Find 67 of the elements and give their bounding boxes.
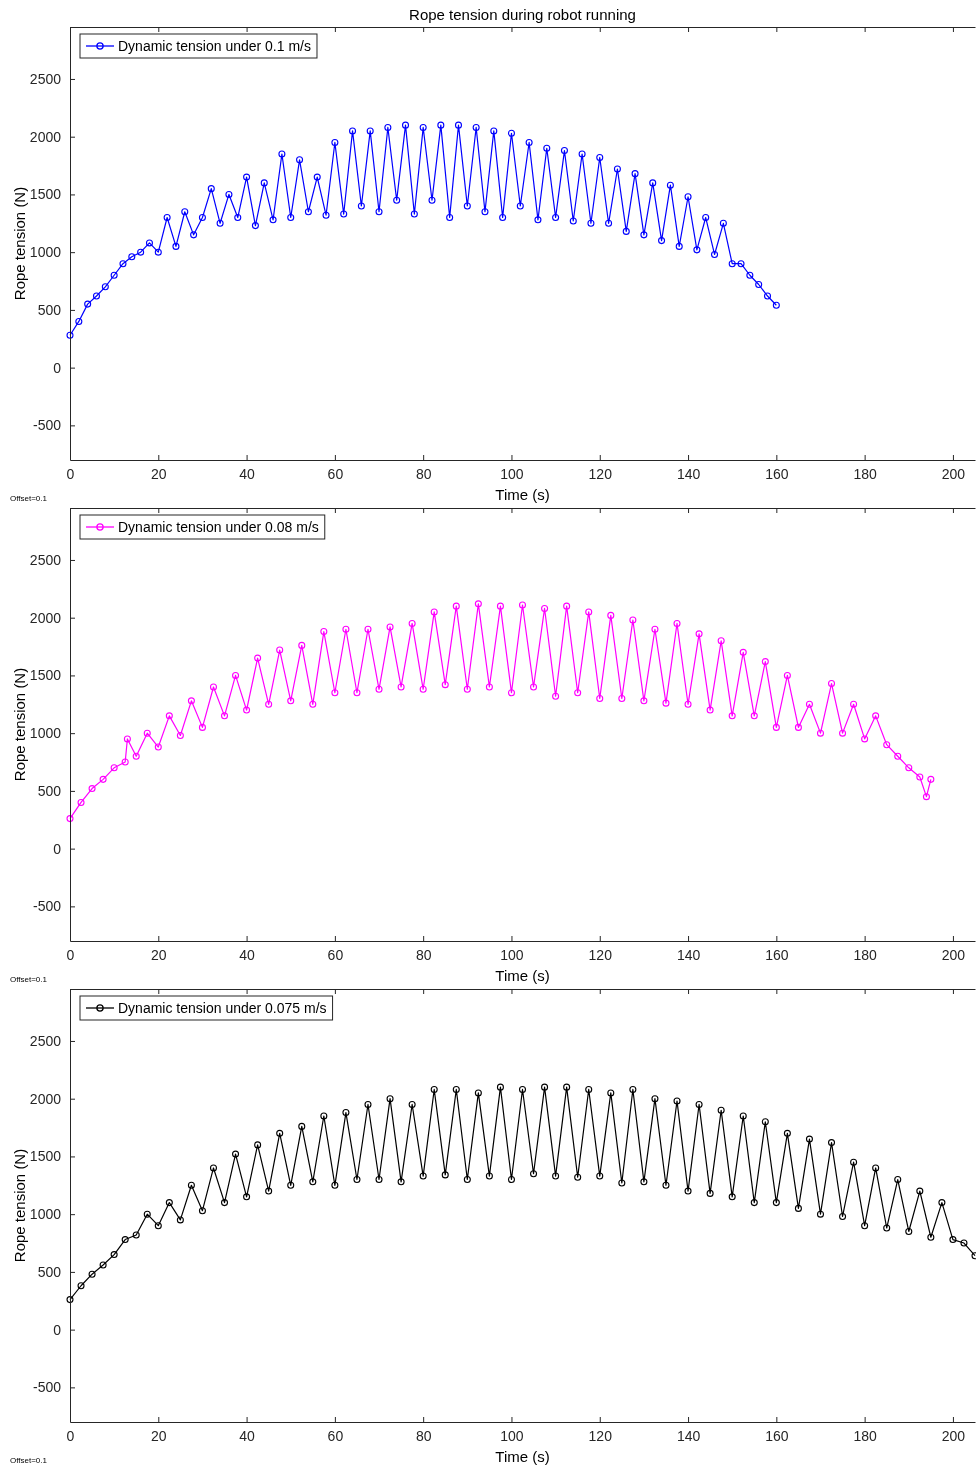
x-axis-title: Time (s): [495, 486, 550, 503]
x-tick-label: 160: [765, 465, 789, 482]
y-tick-label: -500: [32, 417, 62, 434]
x-tick-label: 160: [765, 946, 789, 963]
x-tick-label: 160: [765, 1427, 789, 1444]
y-tick-label: 0: [53, 1321, 62, 1338]
x-tick-label: 20: [151, 946, 167, 963]
y-axis-title: Rope tension (N): [11, 1148, 28, 1263]
x-tick-label: 0: [66, 465, 75, 482]
y-tick-label: 2500: [29, 1032, 62, 1049]
y-tick-label: 1000: [29, 1206, 62, 1223]
legend-label: Dynamic tension under 0.1 m/s: [118, 38, 311, 54]
chart-title: Rope tension during robot running: [409, 6, 636, 23]
y-tick-label: 2000: [29, 609, 62, 626]
legend-label: Dynamic tension under 0.08 m/s: [118, 519, 319, 535]
x-tick-label: 200: [941, 946, 966, 963]
y-tick-label: 2500: [29, 70, 62, 87]
text: Offset=0.1: [10, 975, 48, 984]
x-axis-title: Time (s): [495, 1448, 550, 1465]
x-tick-label: 20: [151, 1427, 167, 1444]
y-tick-label: 500: [37, 1263, 62, 1280]
x-tick-label: 20: [151, 465, 167, 482]
x-tick-label: 200: [941, 1427, 966, 1444]
x-tick-label: 120: [588, 946, 613, 963]
x-tick-label: 140: [676, 465, 701, 482]
y-tick-label: 0: [53, 359, 62, 376]
x-tick-label: 80: [415, 1427, 432, 1444]
x-tick-label: 0: [66, 946, 75, 963]
x-tick-label: 60: [327, 465, 344, 482]
x-tick-label: 40: [239, 465, 256, 482]
y-tick-label: -500: [32, 1379, 62, 1396]
y-tick-label: -500: [32, 898, 62, 915]
x-tick-label: 120: [588, 465, 613, 482]
x-tick-label: 180: [853, 465, 878, 482]
y-axis-title: Rope tension (N): [11, 186, 28, 301]
x-tick-label: 100: [500, 946, 524, 963]
y-tick-label: 500: [37, 301, 62, 318]
y-tick-label: 1000: [29, 244, 62, 261]
x-tick-label: 140: [676, 1427, 701, 1444]
x-tick-label: 40: [239, 1427, 256, 1444]
x-tick-label: 40: [239, 946, 256, 963]
x-tick-label: 100: [500, 465, 524, 482]
y-tick-label: 1500: [29, 1148, 62, 1165]
y-tick-label: 2000: [29, 128, 62, 145]
y-tick-label: 1500: [29, 667, 62, 684]
x-tick-label: 180: [853, 1427, 878, 1444]
x-tick-label: 200: [941, 465, 966, 482]
x-tick-label: 120: [588, 1427, 613, 1444]
y-tick-label: 2000: [29, 1090, 62, 1107]
y-tick-label: 0: [53, 840, 62, 857]
x-tick-label: 80: [415, 465, 432, 482]
y-tick-label: 1000: [29, 725, 62, 742]
x-tick-label: 60: [327, 1427, 344, 1444]
x-tick-label: 60: [327, 946, 344, 963]
y-tick-label: 500: [37, 782, 62, 799]
text: Offset=0.1: [10, 494, 48, 503]
x-tick-label: 0: [66, 1427, 75, 1444]
x-tick-label: 80: [415, 946, 432, 963]
y-axis-title: Rope tension (N): [11, 667, 28, 782]
legend-label: Dynamic tension under 0.075 m/s: [118, 1000, 327, 1016]
y-tick-label: 2500: [29, 551, 62, 568]
text: Offset=0.1: [10, 1456, 48, 1465]
x-tick-label: 100: [500, 1427, 524, 1444]
x-tick-label: 180: [853, 946, 878, 963]
x-tick-label: 140: [676, 946, 701, 963]
x-axis-title: Time (s): [495, 967, 550, 984]
y-tick-label: 1500: [29, 186, 62, 203]
